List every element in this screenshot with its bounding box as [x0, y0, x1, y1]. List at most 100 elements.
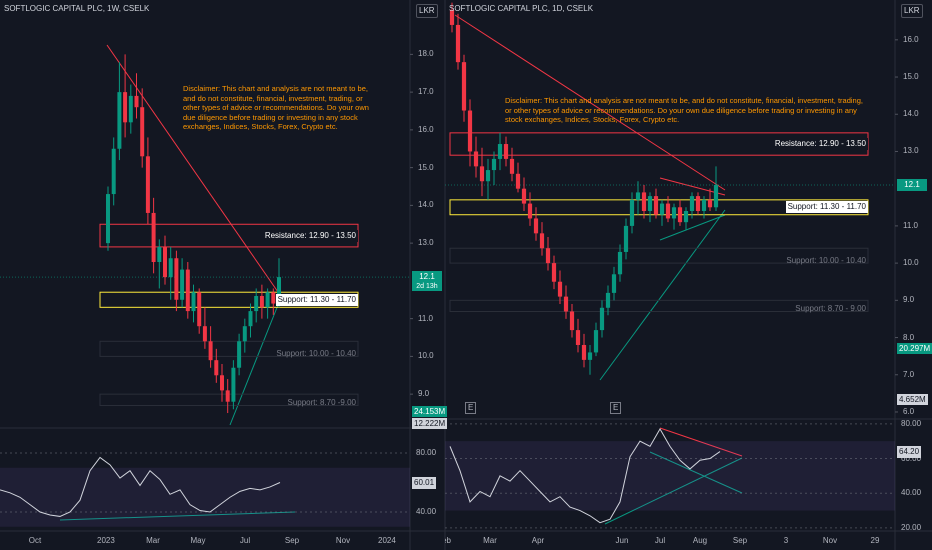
last-price-label: 12.1 [412, 271, 442, 284]
candle-body [677, 207, 683, 223]
candle-body [575, 330, 581, 345]
earnings-marker: E [610, 402, 622, 414]
zone-label: Resistance: 12.90 - 13.50 [772, 138, 868, 151]
candle-body [665, 203, 671, 219]
x-tick-label: Apr [531, 536, 545, 545]
currency-button[interactable]: LKR [416, 4, 438, 18]
candle-body [509, 158, 515, 174]
candle-body [248, 311, 253, 327]
chart-title: SOFTLOGIC CAPITAL PLC, 1D, CSELK [449, 4, 594, 13]
candle-body [545, 248, 551, 264]
candle-body [208, 341, 213, 361]
rsi-line [449, 428, 721, 524]
candle-body [151, 212, 156, 263]
candle-body [695, 196, 701, 212]
rsi-value-label: 64.20 [897, 445, 922, 458]
x-tick-label: 3 [783, 536, 789, 545]
trend-line [599, 209, 726, 381]
candle-body [689, 196, 695, 212]
x-tick-label: Jun [615, 536, 629, 545]
candle-body [277, 277, 281, 304]
candle-body [641, 192, 647, 212]
candle-body [271, 292, 276, 304]
y-tick-label: 13.0 [418, 238, 434, 248]
trend-line [106, 44, 279, 293]
x-tick-label: Mar [146, 536, 160, 545]
y-tick-label: 13.0 [903, 146, 919, 156]
candle-body [117, 92, 122, 149]
y-tick-label: 11.0 [418, 313, 433, 323]
candle-body [527, 203, 533, 219]
rsi-tick-label: 40.00 [901, 488, 922, 498]
candle-body [123, 92, 128, 123]
zone [99, 223, 359, 248]
candle-body [707, 199, 713, 208]
candle-body [174, 258, 179, 300]
candle-body [617, 251, 623, 275]
volume-label: 4.652M [897, 394, 928, 405]
zone [449, 132, 869, 156]
rsi-band [0, 467, 410, 527]
candle-body [242, 326, 247, 342]
candle-body [191, 292, 196, 312]
earnings-marker: E [465, 402, 477, 414]
rsi-tick-label: 60.00 [901, 453, 922, 463]
candle-body [111, 148, 116, 195]
candle-body [659, 203, 665, 215]
y-tick-label: 7.0 [903, 369, 915, 379]
zone [449, 247, 869, 264]
zone [449, 199, 869, 216]
candle-body [145, 156, 150, 213]
volume-label: 12.222M [412, 418, 448, 429]
trend-line [454, 14, 726, 191]
rsi-line [0, 456, 281, 517]
candle-body [629, 199, 635, 226]
candle-body [202, 326, 207, 342]
x-tick-label: 2023 [97, 536, 115, 545]
countdown-label: 2d 13h [412, 282, 442, 292]
currency-button[interactable]: LKR [901, 4, 923, 18]
candle-body [635, 192, 641, 200]
candle-body [605, 292, 611, 308]
candle-body [106, 194, 110, 244]
candle-body [180, 269, 185, 300]
x-tick-label: Feb [445, 536, 451, 545]
zone [449, 299, 869, 312]
candle-body [455, 24, 461, 63]
candle-body [653, 196, 659, 215]
zone-label: Support: 11.30 - 11.70 [275, 293, 358, 306]
candle-body [479, 166, 485, 182]
y-tick-label: 10.0 [418, 351, 434, 361]
rsi-tick-label: 20.00 [901, 522, 922, 532]
candle-body [497, 144, 503, 159]
candle-body [467, 110, 473, 152]
disclaimer: Disclaimer: This chart and analysis are … [183, 84, 369, 131]
candle-body [259, 295, 264, 308]
candle-body [581, 344, 587, 360]
candle-body [265, 292, 270, 308]
candle-body [140, 107, 145, 157]
last-price-label: 12.1 [897, 178, 927, 191]
zone [99, 291, 359, 308]
candle-body [485, 170, 491, 182]
trend-line [659, 214, 726, 241]
x-tick-label: 29 [870, 536, 880, 545]
y-tick-label: 9.0 [418, 389, 430, 399]
candle-body [647, 196, 653, 212]
candle-body [461, 62, 467, 111]
x-tick-label: May [190, 536, 206, 545]
candle-body [220, 375, 224, 391]
candle-body [551, 263, 557, 282]
volume-label: 20.297M [897, 343, 932, 354]
x-tick-label: Sep [732, 536, 748, 545]
rsi-tick-label: 80.00 [901, 418, 922, 428]
candle-body [214, 360, 219, 376]
x-tick-label: Sep [284, 536, 300, 545]
y-tick-label: 16.0 [903, 34, 919, 44]
y-tick-label: 10.0 [903, 258, 919, 268]
candle-body [237, 341, 242, 368]
disclaimer: Disclaimer: This chart and analysis are … [505, 96, 863, 124]
rsi-band [445, 441, 895, 511]
rsi-pane [445, 423, 895, 529]
